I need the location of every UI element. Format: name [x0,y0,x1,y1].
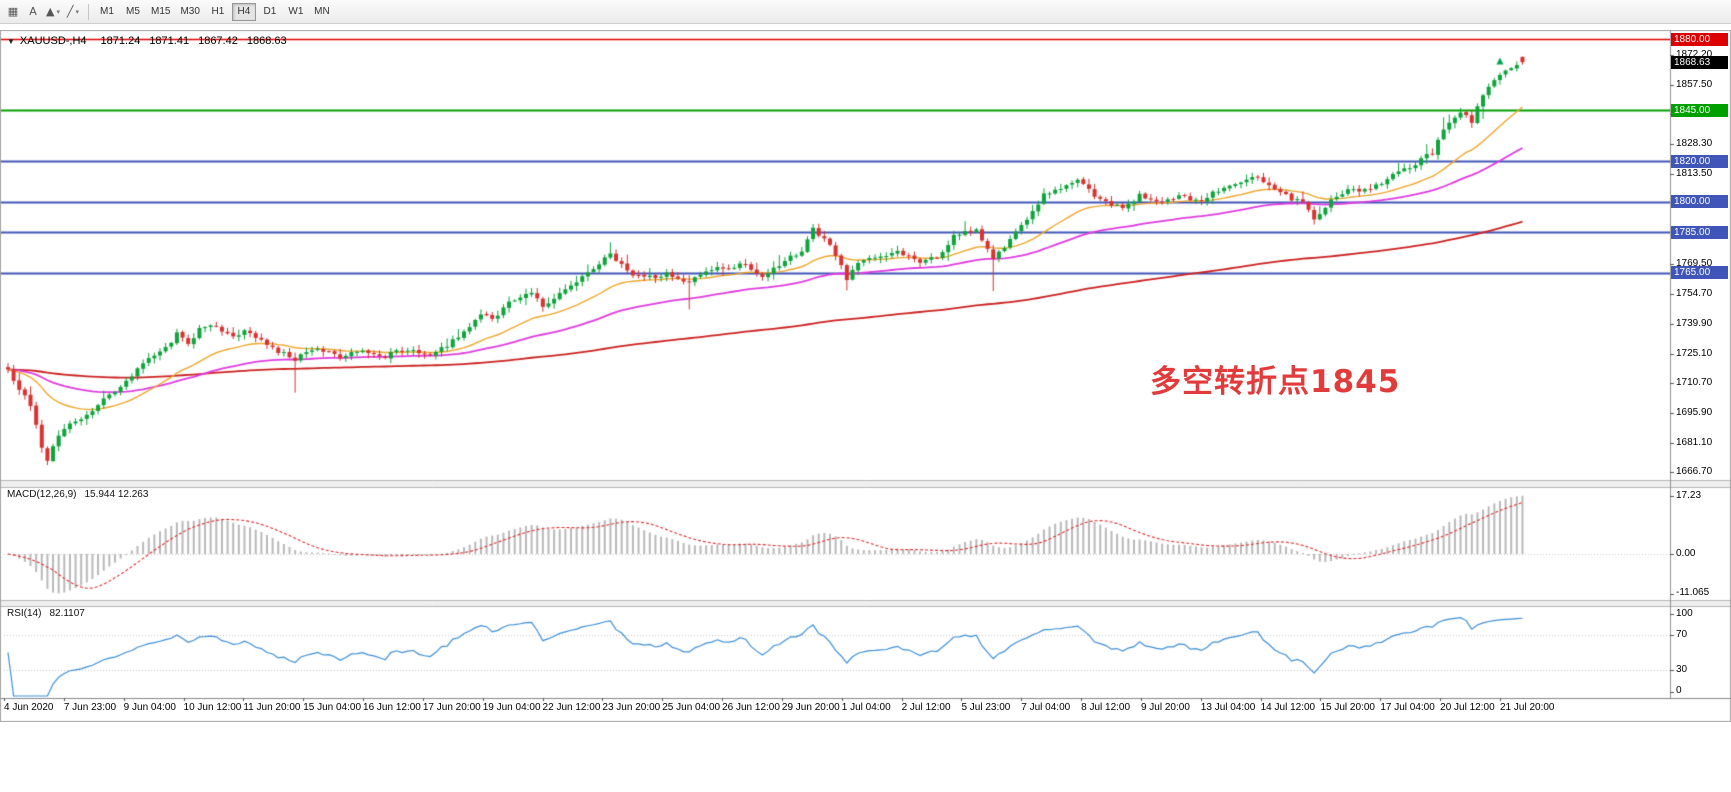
rsi-axis-30: 30 [1676,663,1688,675]
time-label: 16 Jun 12:00 [363,702,421,713]
time-label: 14 Jul 12:00 [1260,702,1316,713]
time-label: 22 Jun 12:00 [542,702,601,713]
chart-canvas[interactable] [0,30,1731,722]
text-label-tool-icon[interactable]: A [23,2,43,22]
time-label: 7 Jul 04:00 [1021,702,1071,713]
time-label: 7 Jun 23:00 [63,702,117,713]
price-tick-label: 1695.90 [1676,407,1713,419]
time-label: 13 Jul 04:00 [1200,702,1256,713]
rsi-axis-100: 100 [1676,608,1693,619]
symbol-label: XAUUSD-,H4 [19,35,87,47]
macd-label: MACD(12,26,9) [7,489,77,500]
time-label: 17 Jun 20:00 [422,702,481,713]
rsi-header: RSI(14) 82.1107 [7,608,93,619]
time-label: 23 Jun 20:00 [602,702,661,713]
time-label: 29 Jun 20:00 [781,702,840,713]
price-tick-label: 1872.20 [1676,48,1713,60]
macd-header: MACD(12,26,9) 15.944 12.263 [7,489,156,500]
timeframe-button-M5[interactable]: M5 [121,3,145,21]
hline-badge-1785.00[interactable]: 1785.00 [1671,225,1728,239]
price-tick-label: 1739.90 [1676,317,1713,329]
open-value: 1871.24 [100,35,141,47]
tile-windows-icon[interactable]: ▦ [3,2,23,22]
draw-shapes-tool-icon[interactable]: ▲ ▾ [43,2,63,22]
time-label: 9 Jun 04:00 [123,702,176,713]
current-price-badge: 1868.63 [1671,55,1728,69]
toolbar-tools: ▦ A ▲ ▾ ╱ ▾ [3,2,83,22]
time-label: 9 Jul 20:00 [1140,702,1190,713]
time-label: 26 Jun 12:00 [722,702,780,713]
time-label: 2 Jul 12:00 [901,702,951,713]
price-tick-label: 1681.10 [1676,437,1713,449]
chart-window: ▼ XAUUSD-,H4 1871.24 1871.41 1867.42 186… [0,30,1731,722]
price-tick-label: 1857.50 [1676,78,1713,90]
rsi-axis-70: 70 [1676,629,1688,641]
timeframe-button-M30[interactable]: M30 [176,3,203,21]
timeframe-group: M1 M5 M15 M30 H1 H4 D1 W1 MN [94,2,335,21]
rsi-label: RSI(14) [7,608,42,619]
price-tick-label: 1754.70 [1676,287,1713,299]
hline-badge-1800.00[interactable]: 1800.00 [1671,195,1728,209]
toolbar-separator [88,3,89,20]
time-label: 20 Jul 12:00 [1440,702,1495,713]
timeframe-button-M15[interactable]: M15 [147,3,174,21]
time-label: 21 Jul 20:00 [1500,702,1555,713]
hline-badge-1845.00[interactable]: 1845.00 [1671,103,1728,117]
high-value: 1871.41 [149,35,190,47]
time-label: 8 Jul 12:00 [1081,702,1131,713]
toolbar: ▦ A ▲ ▾ ╱ ▾ M1 M5 M15 M30 H1 H4 D1 W1 MN [0,0,1731,24]
time-label: 10 Jun 12:00 [183,702,242,713]
chart-header: ▼ XAUUSD-,H4 1871.24 1871.41 1867.42 186… [7,35,296,47]
time-label: 17 Jul 04:00 [1380,702,1435,713]
time-label: 15 Jul 20:00 [1320,702,1375,713]
low-value: 1867.42 [198,35,238,47]
macd-axis-max: 17.23 [1676,490,1702,501]
price-tick-label: 1828.30 [1676,138,1713,150]
time-label: 19 Jun 04:00 [482,702,541,713]
time-label: 5 Jul 23:00 [961,702,1011,713]
draw-lines-tool-icon[interactable]: ╱ ▾ [63,2,83,22]
price-tick-label: 1813.50 [1676,168,1713,180]
timeframe-button-H4[interactable]: H4 [231,2,256,21]
time-label: 4 Jun 2020 [4,702,54,713]
close-value: 1868.63 [246,35,287,47]
timeframe-button-D1[interactable]: D1 [258,3,282,21]
timeframe-button-M1[interactable]: M1 [95,3,119,21]
price-tick-label: 1666.70 [1676,466,1713,478]
axis-labels-layer: 1872.201857.501843.101828.301813.501769.… [0,30,1731,722]
hline-badge-1880.00[interactable]: 1880.00 [1671,32,1728,46]
hline-badge-1820.00[interactable]: 1820.00 [1671,154,1728,168]
rsi-value: 82.1107 [49,608,85,619]
time-label: 1 Jul 04:00 [841,702,891,713]
price-tick-label: 1769.50 [1676,257,1713,269]
macd-values: 15.944 12.263 [84,489,149,500]
timeframe-button-W1[interactable]: W1 [284,3,308,21]
time-label: 11 Jun 20:00 [243,702,301,713]
price-tick-label: 1710.70 [1676,377,1713,389]
timeframe-button-MN[interactable]: MN [310,3,334,21]
macd-axis-min: -11.065 [1676,587,1710,598]
time-label: 25 Jun 04:00 [662,702,721,713]
symbol-dropdown-icon[interactable]: ▼ [7,36,15,46]
hline-badge-1765.00[interactable]: 1765.00 [1671,266,1728,280]
time-label: 15 Jun 04:00 [303,702,362,713]
chart-text-annotation[interactable]: 多空转折点1845 [1150,364,1401,400]
rsi-axis-0: 0 [1676,685,1682,696]
macd-axis-zero: 0.00 [1676,547,1696,559]
price-tick-label: 1725.10 [1676,347,1713,359]
timeframe-button-H1[interactable]: H1 [206,3,230,21]
